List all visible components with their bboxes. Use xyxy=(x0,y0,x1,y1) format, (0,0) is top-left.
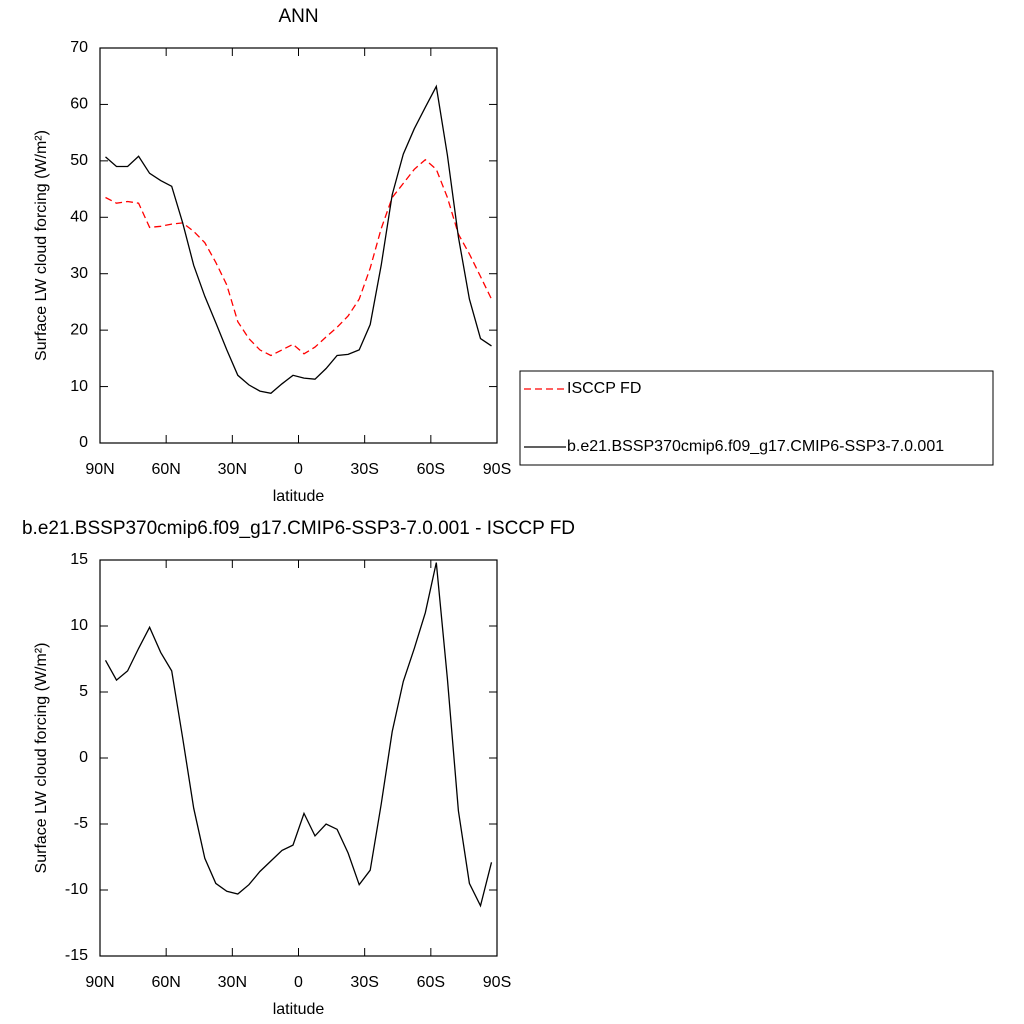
chart-title: b.e21.BSSP370cmip6.f09_g17.CMIP6-SSP3-7.… xyxy=(22,518,575,539)
y-tick-label: 50 xyxy=(70,152,88,169)
y-tick-label: -10 xyxy=(65,881,88,898)
x-tick-label: 60N xyxy=(151,974,180,991)
y-tick-label: 30 xyxy=(70,265,88,282)
y-tick-label: 10 xyxy=(70,378,88,395)
y-tick-label: 40 xyxy=(70,209,88,226)
x-tick-label: 60S xyxy=(417,461,445,478)
plot-frame xyxy=(99,559,498,957)
y-tick-label: 60 xyxy=(70,96,88,113)
y-axis-label: Surface LW cloud forcing (W/m²) xyxy=(33,130,50,361)
x-tick-label: 60S xyxy=(417,974,445,991)
x-tick-label: 90N xyxy=(85,461,114,478)
legend-label: ISCCP FD xyxy=(567,380,641,397)
x-tick-label: 90S xyxy=(483,974,511,991)
x-tick-label: 30N xyxy=(218,974,247,991)
x-tick-label: 30S xyxy=(350,461,378,478)
x-tick-label: 60N xyxy=(151,461,180,478)
x-tick-label: 90S xyxy=(483,461,511,478)
series-line xyxy=(104,562,493,908)
y-tick-label: 0 xyxy=(79,749,88,766)
x-tick-label: 0 xyxy=(294,461,303,478)
y-tick-label: 15 xyxy=(70,551,88,568)
series-line xyxy=(105,84,492,394)
y-tick-label: -15 xyxy=(65,947,88,964)
plot-frame xyxy=(99,47,498,444)
y-tick-label: 10 xyxy=(70,617,88,634)
y-axis-label: Surface LW cloud forcing (W/m²) xyxy=(33,643,50,874)
x-tick-label: 30S xyxy=(350,974,378,991)
x-axis-label: latitude xyxy=(273,488,325,505)
series-line xyxy=(105,158,493,357)
legend-label: b.e21.BSSP370cmip6.f09_g17.CMIP6-SSP3-7.… xyxy=(567,438,944,455)
y-tick-label: 5 xyxy=(79,683,88,700)
y-tick-label: 70 xyxy=(70,39,88,56)
y-tick-label: -5 xyxy=(74,815,88,832)
x-tick-label: 90N xyxy=(85,974,114,991)
legend-box xyxy=(519,370,994,466)
chart-title: ANN xyxy=(278,6,318,27)
x-tick-label: 0 xyxy=(294,974,303,991)
y-tick-label: 0 xyxy=(79,434,88,451)
x-tick-label: 30N xyxy=(218,461,247,478)
y-tick-label: 20 xyxy=(70,321,88,338)
x-axis-label: latitude xyxy=(273,1001,325,1018)
